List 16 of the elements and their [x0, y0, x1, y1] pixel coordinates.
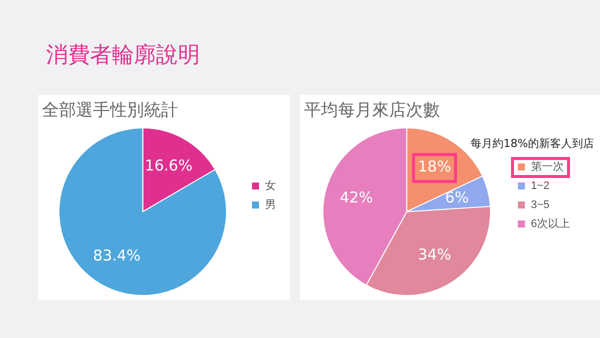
chart-title: 平均每月來店次數 [304, 100, 440, 121]
data-label: 34% [418, 245, 452, 264]
legend-label: 第一次 [530, 161, 564, 174]
legend-label: 女 [265, 180, 276, 192]
legend-label: 男 [265, 199, 276, 212]
data-label: 16.6% [144, 156, 192, 175]
data-label: 18% [418, 158, 452, 176]
data-label: 6% [445, 188, 469, 207]
legend-label: 1~2 [530, 180, 550, 192]
data-label: 42% [340, 188, 374, 207]
chart-title: 全部選手性別統計 [42, 100, 178, 121]
data-label: 83.4% [93, 246, 141, 265]
legend-label: 3~5 [530, 199, 550, 212]
text: 每月約18%的新客人到店 [470, 136, 594, 150]
text: 消費者輪廓說明 [46, 42, 200, 70]
legend-label: 6次以上 [530, 217, 570, 230]
